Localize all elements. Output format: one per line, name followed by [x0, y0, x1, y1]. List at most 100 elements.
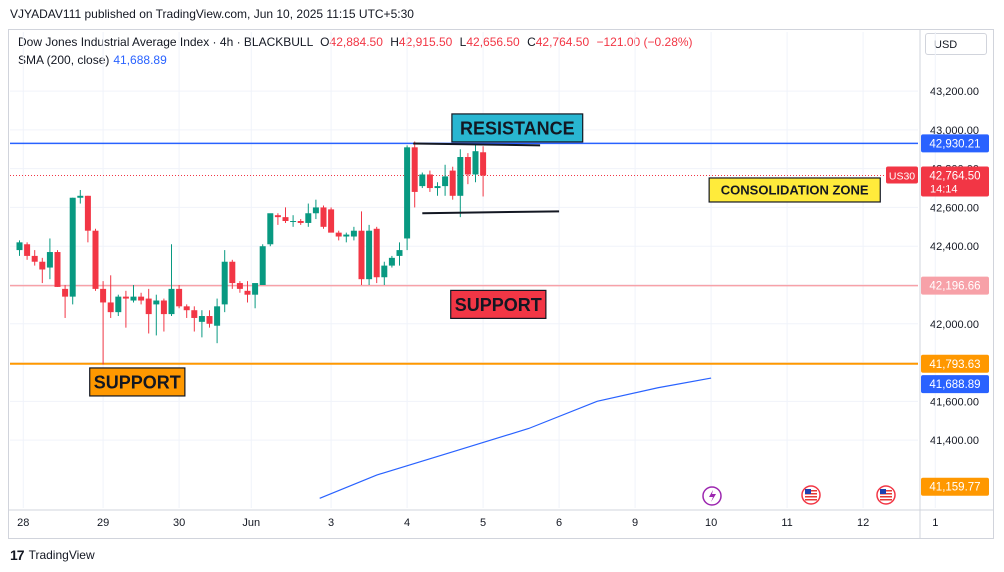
- publisher-line: VJYADAV111 published on TradingView.com,…: [10, 7, 414, 21]
- x-tick-label: 1: [932, 517, 938, 529]
- x-tick-label: 28: [17, 517, 29, 529]
- x-tick-label: 30: [173, 517, 185, 529]
- flag-stripe: [880, 499, 892, 501]
- candle-body: [236, 283, 243, 289]
- candle-body: [198, 316, 205, 322]
- indicator-price-tag: 41,688.89: [929, 379, 980, 391]
- countdown-label: 14:14: [930, 184, 958, 196]
- indicator-legend: SMA (200, close) 41,688.89: [18, 53, 167, 67]
- candle-body: [449, 170, 456, 196]
- currency-button[interactable]: USD: [925, 33, 987, 55]
- x-tick-label: 12: [857, 517, 869, 529]
- x-tick-label: 9: [632, 517, 638, 529]
- candle-body: [434, 186, 441, 189]
- candle-body: [183, 306, 190, 311]
- candle-body: [115, 296, 122, 313]
- low-value: 42,656.50: [466, 35, 520, 49]
- candle-body: [107, 302, 114, 313]
- candle-body: [77, 195, 84, 198]
- candle-body: [252, 283, 259, 295]
- candle-body: [54, 252, 61, 287]
- candle-body: [214, 306, 221, 326]
- candle-body: [267, 213, 274, 245]
- trendline: [422, 210, 560, 215]
- candle-body: [480, 152, 487, 176]
- candle-body: [366, 230, 373, 280]
- open-value: 42,884.50: [329, 35, 383, 49]
- candle-body: [84, 195, 91, 231]
- candle-body: [62, 288, 69, 297]
- candle-body: [16, 242, 23, 251]
- candle-body: [328, 209, 335, 233]
- annotation-label: RESISTANCE: [460, 118, 575, 138]
- low-label: L: [459, 35, 467, 49]
- candle-body: [442, 176, 449, 187]
- y-tick-label: 43,000.00: [930, 125, 979, 137]
- y-tick-label: 41,600.00: [930, 396, 979, 408]
- x-tick-label: 4: [404, 517, 410, 529]
- candle-body: [69, 197, 76, 297]
- candle-body: [305, 213, 312, 223]
- high-label: H: [390, 35, 399, 49]
- candle-body: [168, 288, 175, 315]
- candle-body: [191, 310, 198, 318]
- y-tick-label: 42,400.00: [930, 241, 979, 253]
- events-group: [702, 485, 896, 506]
- change-value: −121.00 (−0.28%): [596, 35, 693, 49]
- annotation-box: [708, 177, 881, 203]
- candle-body: [145, 298, 152, 315]
- annotation-box: [450, 289, 547, 319]
- candle-body: [153, 300, 160, 305]
- candle-body: [24, 244, 31, 256]
- annotation-box: [89, 367, 186, 397]
- candle-body: [290, 221, 297, 223]
- candle-body: [404, 147, 411, 239]
- annotation-label: SUPPORT: [94, 372, 181, 392]
- candle-body: [92, 230, 99, 289]
- us-event-flag-icon: [876, 485, 896, 505]
- us-event-flag-icon: [801, 485, 821, 505]
- indicator-price-tag-bg: [921, 375, 989, 394]
- candle-body: [335, 232, 342, 237]
- candle-body: [297, 221, 304, 223]
- y-tick-label: 43,200.00: [930, 86, 979, 98]
- flag-ring: [876, 485, 896, 505]
- candle-body: [358, 230, 365, 280]
- candle-body: [419, 174, 426, 187]
- sma-group: [319, 377, 712, 499]
- indicator-price-tag: 41,159.77: [929, 482, 980, 494]
- close-value: 42,764.50: [535, 35, 590, 49]
- candle-body: [350, 230, 357, 237]
- symbol-tag: US30: [889, 171, 915, 183]
- footer-brand-name: TradingView: [28, 548, 95, 562]
- candle-body: [274, 215, 281, 218]
- flag-canton: [805, 489, 811, 494]
- candle-body: [160, 300, 167, 315]
- candle-body: [39, 261, 46, 270]
- close-label: C: [527, 35, 536, 49]
- annotation-label: CONSOLIDATION ZONE: [721, 183, 869, 198]
- x-tick-label: 10: [705, 517, 717, 529]
- x-tick-label: 6: [556, 517, 562, 529]
- candle-body: [312, 207, 319, 214]
- candle-body: [472, 151, 479, 175]
- last-price-tag: 42,764.50: [929, 171, 980, 183]
- sma-line: [319, 377, 712, 499]
- candle-body: [244, 290, 251, 295]
- flag-stripe: [805, 496, 817, 498]
- candle-body: [381, 265, 388, 278]
- candle-body: [259, 246, 266, 285]
- sma-label[interactable]: SMA (200, close): [18, 53, 110, 67]
- candle-body: [31, 255, 38, 262]
- symbol-legend: Dow Jones Industrial Average Index · 4h …: [18, 35, 693, 49]
- symbol-title[interactable]: Dow Jones Industrial Average Index · 4h …: [18, 35, 313, 49]
- annotation-label: SUPPORT: [455, 295, 542, 315]
- candle-body: [138, 296, 145, 301]
- candles-group: [16, 141, 487, 365]
- candle-body: [229, 261, 236, 284]
- tradingview-logo-icon: 17: [10, 547, 25, 563]
- candle-body: [130, 296, 137, 301]
- flag-stripe: [880, 496, 892, 498]
- candle-body: [373, 228, 380, 278]
